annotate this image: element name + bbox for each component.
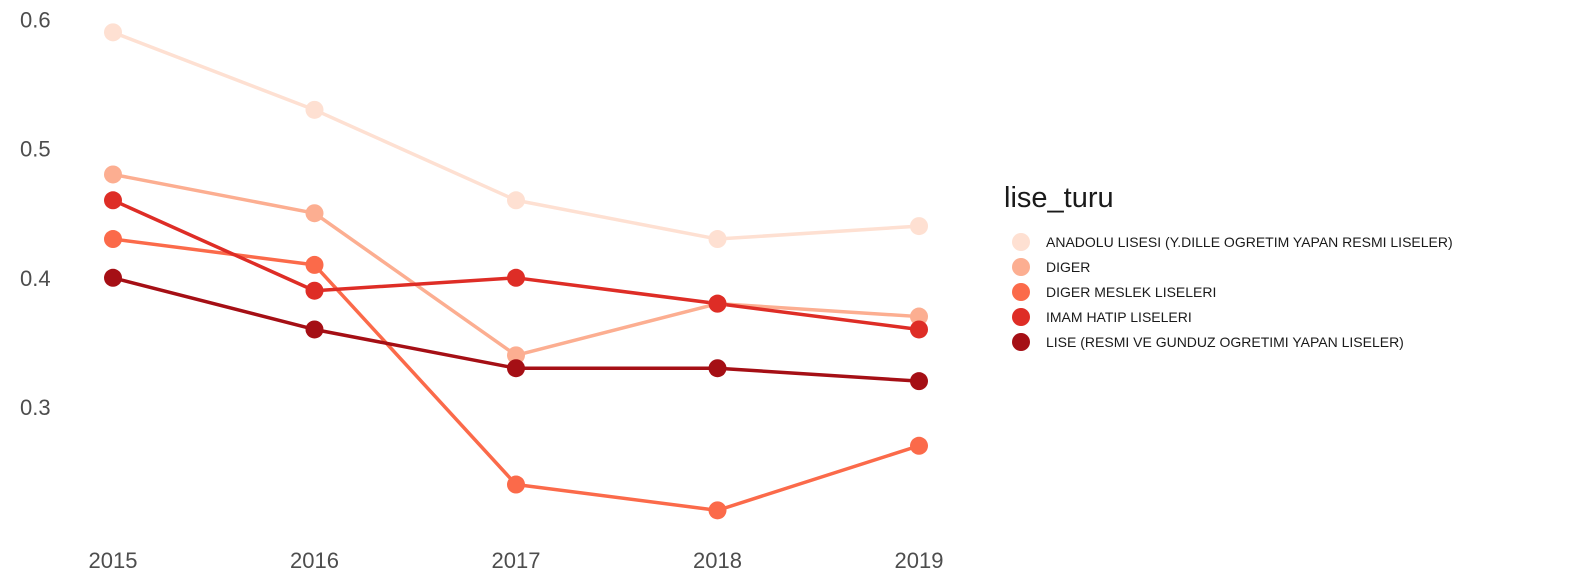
x-tick-label: 2015 xyxy=(89,548,138,573)
legend-label: ANADOLU LISESI (Y.DILLE OGRETIM YAPAN RE… xyxy=(1046,233,1453,250)
x-tick-label: 2018 xyxy=(693,548,742,573)
data-point xyxy=(104,268,122,287)
data-point xyxy=(104,165,122,184)
y-tick-label: 0.5 xyxy=(20,137,51,162)
x-tick-label: 2017 xyxy=(492,548,541,573)
legend-item: LISE (RESMI VE GUNDUZ OGRETIMI YAPAN LIS… xyxy=(1004,329,1453,354)
legend-label: DIGER xyxy=(1046,258,1091,275)
data-point xyxy=(305,320,324,339)
x-axis-ticks: 2015 2016 2017 2018 2019 xyxy=(89,548,944,573)
y-tick-label: 0.4 xyxy=(20,266,51,291)
data-point xyxy=(305,255,324,274)
legend-title: lise_turu xyxy=(1004,182,1114,214)
legend: lise_turu ANADOLU LISESI (Y.DILLE OGRETI… xyxy=(1004,182,1453,354)
legend-key xyxy=(1012,332,1030,351)
x-tick-label: 2016 xyxy=(290,548,339,573)
x-tick-label: 2019 xyxy=(895,548,944,573)
data-point xyxy=(910,436,928,455)
data-point xyxy=(708,359,727,378)
data-point xyxy=(305,100,324,119)
data-point xyxy=(305,281,324,300)
legend-key xyxy=(1012,307,1030,326)
data-point xyxy=(708,230,727,249)
series-points xyxy=(104,23,928,520)
data-point xyxy=(507,268,525,287)
data-point xyxy=(910,307,928,326)
legend-key xyxy=(1012,282,1030,301)
data-point xyxy=(910,320,928,339)
data-point xyxy=(507,346,525,365)
data-point xyxy=(708,294,727,313)
data-point xyxy=(910,372,928,391)
legend-label: LISE (RESMI VE GUNDUZ OGRETIMI YAPAN LIS… xyxy=(1046,333,1404,350)
data-point xyxy=(104,191,122,210)
y-tick-label: 0.6 xyxy=(20,7,51,32)
data-point xyxy=(507,475,525,494)
data-point xyxy=(104,23,122,42)
y-tick-label: 0.3 xyxy=(20,395,51,420)
data-point xyxy=(104,230,122,249)
data-point xyxy=(507,191,525,210)
legend-item: ANADOLU LISESI (Y.DILLE OGRETIM YAPAN RE… xyxy=(1004,229,1453,254)
legend-item: DIGER MESLEK LISELERI xyxy=(1004,279,1453,304)
legend-label: DIGER MESLEK LISELERI xyxy=(1046,283,1217,300)
legend-key xyxy=(1012,257,1030,276)
data-point xyxy=(507,359,525,378)
data-point xyxy=(910,217,928,236)
legend-item: IMAM HATIP LISELERI xyxy=(1004,304,1453,329)
data-point xyxy=(708,501,727,520)
legend-label: IMAM HATIP LISELERI xyxy=(1046,308,1192,325)
legend-key xyxy=(1012,232,1030,251)
y-axis-ticks: 0.3 0.4 0.5 0.6 xyxy=(20,7,51,420)
legend-items: ANADOLU LISESI (Y.DILLE OGRETIM YAPAN RE… xyxy=(1004,229,1453,354)
data-point xyxy=(305,204,324,223)
legend-item: DIGER xyxy=(1004,254,1453,279)
